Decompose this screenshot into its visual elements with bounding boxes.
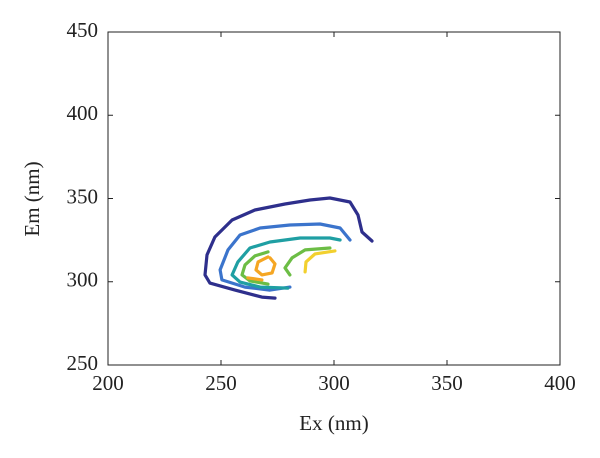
contour-line bbox=[203, 196, 374, 300]
x-tick-label: 200 bbox=[92, 371, 124, 395]
y-tick-label: 350 bbox=[67, 184, 99, 208]
x-tick-label: 250 bbox=[205, 371, 237, 395]
contour-line bbox=[240, 246, 332, 286]
contour-line bbox=[303, 249, 337, 274]
x-tick-label: 300 bbox=[318, 371, 350, 395]
y-tick-label: 250 bbox=[67, 351, 99, 375]
y-axis-label: Em (nm) bbox=[20, 161, 44, 236]
contour-line bbox=[218, 222, 352, 292]
y-tick-label: 450 bbox=[67, 18, 99, 42]
contour-line bbox=[246, 255, 277, 282]
y-tick-label: 400 bbox=[67, 101, 99, 125]
x-tick-label: 400 bbox=[544, 371, 576, 395]
contour-line bbox=[230, 236, 342, 290]
x-tick-label: 350 bbox=[431, 371, 463, 395]
y-tick-label: 300 bbox=[67, 268, 99, 292]
x-axis-label: Ex (nm) bbox=[299, 411, 368, 435]
